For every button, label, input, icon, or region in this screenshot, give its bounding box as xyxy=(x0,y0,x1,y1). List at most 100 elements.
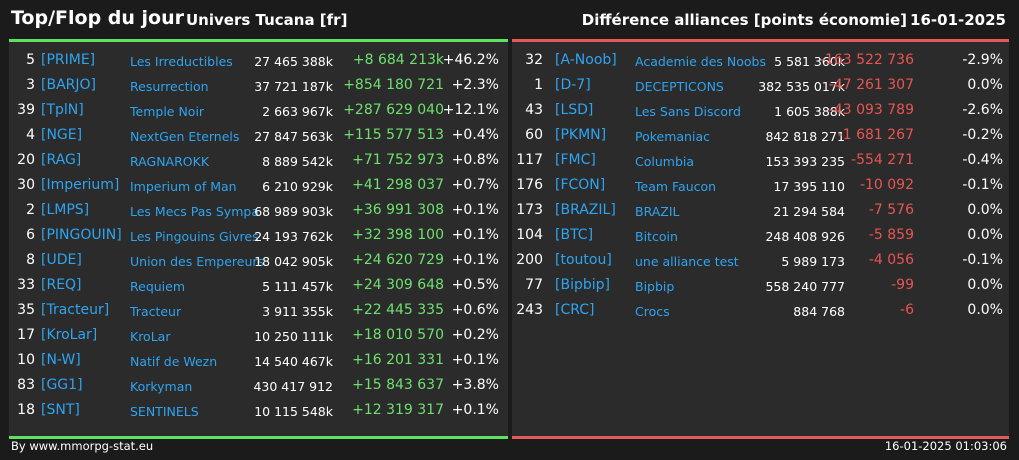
alliance-tag: [BARJO] xyxy=(41,77,96,93)
top-row: 17 [KroLar] KroLar 10 250 111k +18 010 570 +0… xyxy=(9,323,508,348)
alliance-name: Les Mecs Pas Sympa xyxy=(130,204,259,219)
alliance-percent: +0.7% xyxy=(451,177,499,193)
alliance-tag: [RAG] xyxy=(41,152,82,168)
header-date: 16-01-2025 xyxy=(910,11,1006,29)
alliance-diff: +36 991 308 xyxy=(352,202,444,218)
alliance-name: NextGen Eternels xyxy=(130,129,240,144)
top-row: 20 [RAG] RAGNAROKK 8 889 542k +71 752 973 +0.… xyxy=(9,148,508,173)
alliance-tag: [REQ] xyxy=(41,277,82,293)
top-row: 5 [PRIME] Les Irreductibles 27 465 388k +8 6… xyxy=(9,48,508,73)
alliance-diff: +16 201 331 xyxy=(352,352,444,368)
alliance-points: 382 535 017k xyxy=(758,79,845,94)
alliance-diff: +8 684 213k xyxy=(352,52,444,68)
alliance-diff: +115 577 513 xyxy=(343,127,444,143)
alliance-name: Pokemaniac xyxy=(635,129,710,144)
alliance-percent: +0.1% xyxy=(451,252,499,268)
alliance-percent: +0.1% xyxy=(451,352,499,368)
alliance-rank: 104 xyxy=(516,227,543,243)
alliance-percent: 0.0% xyxy=(967,77,1003,93)
alliance-points: 430 417 912 xyxy=(253,379,333,394)
alliance-points: 18 042 905k xyxy=(254,254,333,269)
alliance-diff: +22 445 335 xyxy=(352,302,444,318)
alliance-percent: +12.1% xyxy=(442,102,499,118)
alliance-percent: -2.6% xyxy=(962,102,1003,118)
alliance-diff: +41 298 037 xyxy=(352,177,444,193)
alliance-tag: [SNT] xyxy=(41,402,80,418)
alliance-points: 558 240 777 xyxy=(765,279,845,294)
alliance-tag: [FMC] xyxy=(555,152,596,168)
alliance-diff: +32 398 100 xyxy=(352,227,444,243)
alliance-diff: -554 271 xyxy=(851,152,914,168)
alliance-tag: [BRAZIL] xyxy=(555,202,616,218)
alliance-name: Korkyman xyxy=(130,379,193,394)
alliance-tag: [toutou] xyxy=(555,252,612,268)
alliance-points: 1 605 388k xyxy=(774,104,845,119)
alliance-diff: -43 093 789 xyxy=(828,102,914,118)
top-row: 8 [UDE] Union des Empereurs 18 042 905k +24 … xyxy=(9,248,508,273)
alliance-tag: [KroLar] xyxy=(41,327,98,343)
footer-source: By www.mmorpg-stat.eu xyxy=(11,439,154,453)
flop-row: 173 [BRAZIL] BRAZIL 21 294 584 -7 576 0.0% xyxy=(512,198,1009,223)
alliance-points: 10 250 111k xyxy=(254,329,333,344)
alliance-rank: 43 xyxy=(525,102,543,118)
alliance-rank: 173 xyxy=(516,202,543,218)
alliance-tag: [Bipbip] xyxy=(555,277,610,293)
alliance-points: 27 847 563k xyxy=(254,129,333,144)
top-row: 83 [GG1] Korkyman 430 417 912 +15 843 637 +3.… xyxy=(9,373,508,398)
alliance-points: 248 408 926 xyxy=(765,229,845,244)
page-title: Top/Flop du jour xyxy=(11,7,184,29)
flop-row: 243 [CRC] Crocs 884 768 -6 0.0% xyxy=(512,298,1009,323)
alliance-tag: [Imperium] xyxy=(41,177,120,193)
top-panel: 5 [PRIME] Les Irreductibles 27 465 388k +8 6… xyxy=(9,39,508,439)
alliance-rank: 1 xyxy=(534,77,543,93)
alliance-points: 37 721 187k xyxy=(254,79,333,94)
top-row: 4 [NGE] NextGen Eternels 27 847 563k +115 57… xyxy=(9,123,508,148)
alliance-name: Resurrection xyxy=(130,79,209,94)
alliance-percent: 0.0% xyxy=(967,202,1003,218)
alliance-percent: +2.3% xyxy=(451,77,499,93)
alliance-points: 8 889 542k xyxy=(262,154,333,169)
alliance-name: Bitcoin xyxy=(635,229,678,244)
alliance-points: 5 989 173 xyxy=(781,254,845,269)
top-row: 30 [Imperium] Imperium of Man 6 210 929k +41… xyxy=(9,173,508,198)
flop-row: 117 [FMC] Columbia 153 393 235 -554 271 -0.4% xyxy=(512,148,1009,173)
alliance-points: 884 768 xyxy=(793,304,845,319)
alliance-diff: +287 629 040 xyxy=(343,102,444,118)
alliance-rank: 2 xyxy=(26,202,35,218)
alliance-name: Natif de Wezn xyxy=(130,354,218,369)
alliance-points: 3 911 355k xyxy=(262,304,333,319)
flop-row: 1 [D-7] DECEPTICONS 382 535 017k -47 261 307… xyxy=(512,73,1009,98)
alliance-name: Requiem xyxy=(130,279,186,294)
top-row: 10 [N-W] Natif de Wezn 14 540 467k +16 201 3… xyxy=(9,348,508,373)
alliance-diff: +854 180 721 xyxy=(343,77,444,93)
alliance-percent: -0.1% xyxy=(962,252,1003,268)
flop-row: 77 [Bipbip] Bipbip 558 240 777 -99 0.0% xyxy=(512,273,1009,298)
alliance-percent: +0.1% xyxy=(451,402,499,418)
alliance-diff: -99 xyxy=(891,277,914,293)
alliance-rank: 60 xyxy=(525,127,543,143)
alliance-name: Team Faucon xyxy=(635,179,717,194)
alliance-diff: -10 092 xyxy=(859,177,914,193)
alliance-name: KroLar xyxy=(130,329,171,344)
alliance-tag: [PRIME] xyxy=(41,52,96,68)
alliance-name: Academie des Noobs xyxy=(635,54,767,69)
alliance-percent: 0.0% xyxy=(967,277,1003,293)
alliance-percent: -0.2% xyxy=(962,127,1003,143)
flop-row: 32 [A-Noob] Academie des Noobs 5 581 360k -1… xyxy=(512,48,1009,73)
flop-panel: 32 [A-Noob] Academie des Noobs 5 581 360k -1… xyxy=(512,39,1009,439)
alliance-percent: +0.6% xyxy=(451,302,499,318)
alliance-diff: -1 681 267 xyxy=(837,127,914,143)
top-row: 35 [Tracteur] Tracteur 3 911 355k +22 445 33… xyxy=(9,298,508,323)
alliance-name: Les Pingouins Givres xyxy=(130,229,259,244)
alliance-diff: +24 309 648 xyxy=(352,277,444,293)
alliance-rank: 20 xyxy=(17,152,35,168)
alliance-tag: [D-7] xyxy=(555,77,591,93)
alliance-rank: 117 xyxy=(516,152,543,168)
top-row: 33 [REQ] Requiem 5 111 457k +24 309 648 +0.5% xyxy=(9,273,508,298)
alliance-diff: -4 056 xyxy=(868,252,914,268)
alliance-tag: [A-Noob] xyxy=(555,52,617,68)
alliance-diff: +18 010 570 xyxy=(352,327,444,343)
alliance-percent: +0.8% xyxy=(451,152,499,168)
alliance-name: Temple Noir xyxy=(130,104,205,119)
alliance-points: 21 294 584 xyxy=(773,204,845,219)
